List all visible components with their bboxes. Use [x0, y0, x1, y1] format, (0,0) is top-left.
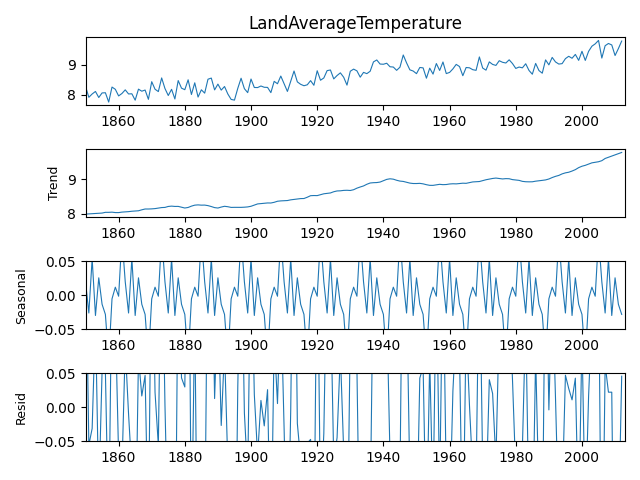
Title: LandAverageTemperature: LandAverageTemperature — [248, 15, 462, 33]
Y-axis label: Seasonal: Seasonal — [15, 267, 28, 324]
Y-axis label: Resid: Resid — [15, 390, 28, 424]
Y-axis label: Trend: Trend — [49, 166, 61, 201]
